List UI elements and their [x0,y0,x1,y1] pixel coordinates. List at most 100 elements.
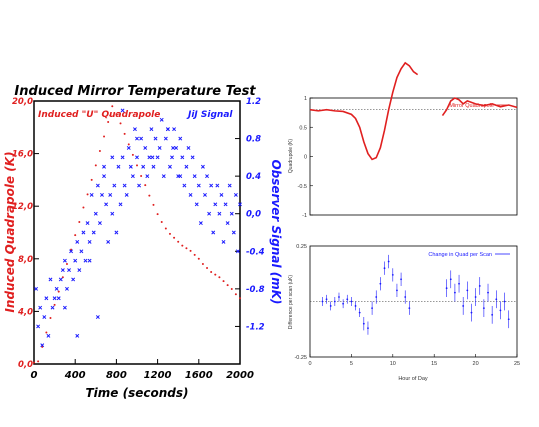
quadrapole-point [65,263,68,266]
signal-point [120,108,125,113]
signal-point [186,146,191,150]
signal-point [151,164,156,169]
quadrapole-point [111,105,114,108]
signal-point [150,155,155,160]
signal-point [71,277,76,282]
quadrapole-point [144,184,147,187]
y2-ticks: -1.2 -0.8 -0.4 0,0 0.4 0.8 1.2 [235,97,265,332]
x-tick-label: 20 [473,361,479,367]
signal-point [75,333,80,338]
quadrapole-point [49,316,52,319]
y-axis-label: Induced Quadrapole (K) [3,151,17,312]
quadrapole-point [86,193,89,196]
x-tick-label: 0 [308,361,311,367]
data-point [474,296,477,298]
signal-point [194,202,199,207]
quadrapole-point [206,267,209,270]
quadrapole-point [173,236,176,239]
quadrapole-point [98,149,101,152]
signal-point [184,164,189,169]
signal-point [192,174,197,179]
quadrapole-point [103,135,106,138]
data-point [503,300,506,303]
y2-tick-label: 0.8 [246,135,261,145]
quadrapole-point [164,227,167,230]
quadrapole-point [123,132,126,135]
data-point [454,291,456,294]
mirror-temperature-chart: Induced Mirror Temperature Test Induced … [3,84,283,400]
signal-point [62,258,67,263]
signal-point [153,136,158,141]
signal-point [215,183,220,188]
signal-point [174,146,179,150]
signal-point [200,164,205,169]
signal-point [44,296,49,301]
y2-tick-label: -0.4 [246,247,265,257]
quadrapole-point [37,360,40,363]
signal-point [130,174,135,179]
signal-point [58,277,63,282]
x-tick-label: 15 [431,361,437,367]
signal-point [128,164,133,169]
data-point [482,307,485,310]
signal-point [137,183,142,188]
signal-point [91,230,96,235]
y-axis-label: Quadrupole (K) [288,139,294,174]
quadrapole-point [193,253,196,256]
quadrupole-line [441,97,518,117]
data-point [487,291,489,294]
quadrapole-point [177,240,180,243]
data-point [391,273,394,276]
quadrapole-point [239,297,241,300]
signal-point [188,192,193,197]
quadrapole-point [140,174,143,177]
signal-point [172,127,177,132]
signal-point [205,174,209,179]
signal-point [203,192,207,197]
data-point [400,278,402,281]
quadrapole-point [53,303,56,306]
quadrapole-point [131,153,134,156]
signal-point [110,155,115,160]
x-axis-label: Hour of Day [398,376,428,382]
quadrapole-point [136,164,138,167]
legend-label: Change in Quad per Scan [428,252,492,258]
y-tick-label: 0,0 [18,360,33,370]
chart-marks [310,254,517,335]
signal-point [198,221,203,226]
signal-point [46,333,51,338]
y-tick-label: 16,0 [12,150,33,160]
signal-point [65,286,69,291]
signal-point [36,324,41,329]
signal-point [182,183,187,188]
signal-point [120,155,125,160]
signal-point [171,146,176,150]
data-point [342,302,345,305]
signal-point [100,192,104,197]
quadrapole-point [160,220,163,223]
data-point [458,282,460,285]
signal-point [211,230,216,235]
signal-point [42,315,47,319]
y-tick-label: -0.25 [294,355,307,361]
y-ticks: 1 0.5 0 -0.5 -1 [298,96,313,219]
quadrapole-point [57,290,60,293]
y-tick-label: 8,0 [18,255,33,265]
signal-point [112,183,117,188]
signal-point [178,136,183,141]
signal-point [141,164,146,169]
data-point [321,300,324,303]
signal-point [207,211,212,216]
data-point [449,278,452,281]
x-tick-label: 25 [514,361,520,367]
quadrapole-point [109,114,112,117]
y2-axis-label: Observer Signal (mK) [269,159,283,304]
x-ticks: 0 400 800 1200 1600 2000 [31,359,254,381]
data-point [367,327,369,330]
data-point [338,296,340,298]
quadrapole-point [61,276,64,279]
data-point [329,305,332,307]
data-point [362,322,365,325]
signal-point [170,155,174,160]
